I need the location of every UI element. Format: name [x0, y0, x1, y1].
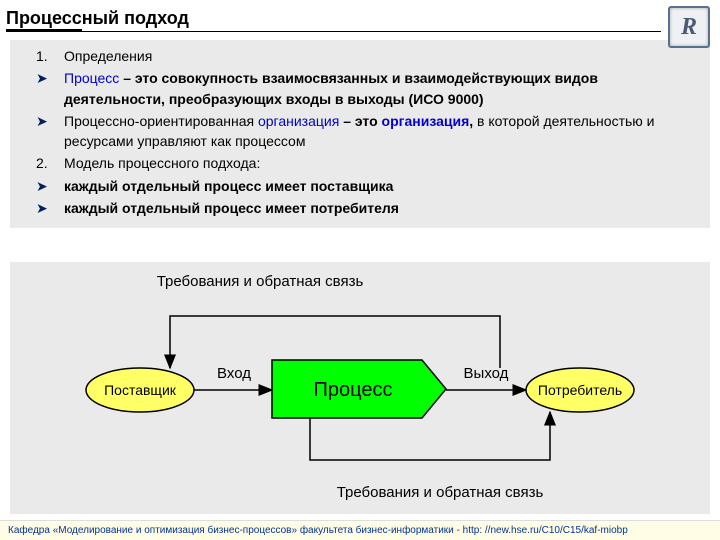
title-rest: ный подход: [82, 8, 189, 28]
footer-url: http: //new.hse.ru/C10/C15/kaf-miobp: [463, 525, 628, 536]
footer-sep: -: [454, 525, 463, 536]
list-item: 2.Модель процессного подхода:: [18, 153, 702, 173]
process-diagram: Требования и обратная связь Требования и …: [10, 262, 710, 514]
footer: Кафедра «Моделирование и оптимизация биз…: [0, 520, 720, 540]
edge-in-label: Вход: [217, 365, 251, 382]
process-label: Процесс: [314, 379, 393, 401]
diagram-area: Требования и обратная связь Требования и …: [10, 262, 710, 514]
list-item-text: Процесс – это совокупность взаимосвязанн…: [64, 68, 702, 109]
feedback-bottom-label: Требования и обратная связь: [337, 484, 544, 501]
list-item-text: Процессно-ориентированная организация – …: [64, 111, 702, 152]
list-item: ➤каждый отдельный процесс имеет потребит…: [18, 198, 702, 218]
logo: R: [668, 6, 710, 48]
bullet-number: 1.: [18, 46, 64, 66]
feedback-bottom-arrow: [310, 412, 550, 460]
list-item: ➤Процесс – это совокупность взаимосвязан…: [18, 68, 702, 109]
footer-text: Кафедра «Моделирование и оптимизация биз…: [8, 525, 454, 536]
edge-out-label: Выход: [464, 365, 509, 382]
list-item-text: Модель процессного подхода:: [64, 153, 702, 173]
bullet-number: 2.: [18, 153, 64, 173]
header: Процессный подход R: [0, 0, 720, 36]
bullet-arrow-icon: ➤: [18, 111, 64, 152]
feedback-top-label: Требования и обратная связь: [157, 273, 364, 290]
list-item-text: каждый отдельный процесс имеет поставщик…: [64, 176, 702, 196]
list-item: ➤каждый отдельный процесс имеет поставщи…: [18, 176, 702, 196]
page-title: Процессный подход: [6, 8, 710, 29]
logo-letter: R: [681, 14, 697, 41]
bullet-arrow-icon: ➤: [18, 198, 64, 218]
definition-list: 1.Определения➤Процесс – это совокупность…: [18, 46, 702, 218]
bullet-arrow-icon: ➤: [18, 68, 64, 109]
consumer-label: Потребитель: [538, 382, 622, 398]
list-item-text: Определения: [64, 46, 702, 66]
content-box: 1.Определения➤Процесс – это совокупность…: [10, 40, 710, 228]
list-item: 1.Определения: [18, 46, 702, 66]
bullet-arrow-icon: ➤: [18, 176, 64, 196]
list-item-text: каждый отдельный процесс имеет потребите…: [64, 198, 702, 218]
title-rule: [6, 31, 661, 32]
list-item: ➤Процессно-ориентированная организация –…: [18, 111, 702, 152]
supplier-label: Поставщик: [104, 382, 177, 398]
title-underlined: Процесс: [6, 8, 82, 31]
